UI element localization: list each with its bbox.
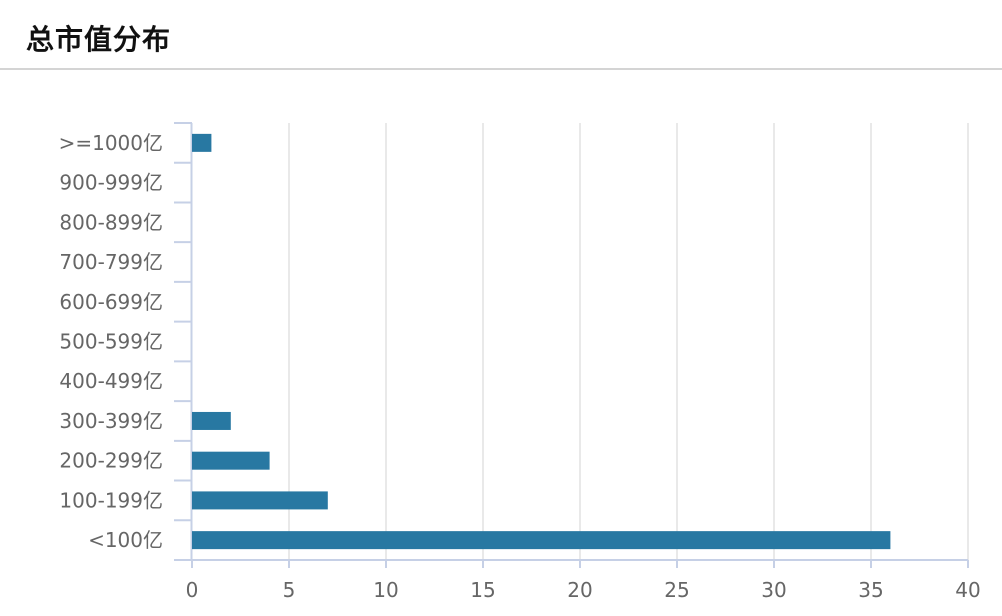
market-cap-bar-chart: 0 5 10 15 20 25 30 35 40 >=1000亿 900-999亿 800-899亿 7… [59,122,981,602]
y-category-label: 100-199亿 [59,488,163,512]
x-tick-label-40: 40 [955,578,980,602]
x-tick-label-30: 30 [761,578,786,602]
bar-9 [192,491,328,510]
bar-8 [192,451,270,470]
x-tick-label-5: 5 [283,578,296,602]
y-category-label: 300-399亿 [59,409,163,433]
bar-7 [192,411,231,430]
y-category-label: <100亿 [88,528,163,552]
y-category-label: 400-499亿 [59,369,163,393]
x-tick-label-15: 15 [470,578,495,602]
y-category-label: 600-699亿 [59,290,163,314]
page-title: 总市值分布 [26,23,172,56]
bar-0 [192,133,212,152]
x-tick-label-25: 25 [664,578,689,602]
y-category-label: 500-599亿 [59,330,163,354]
bar-10 [192,531,891,550]
x-tick-label-0: 0 [186,578,199,602]
y-category-label: 200-299亿 [59,449,163,473]
x-tick-label-10: 10 [373,578,398,602]
y-category-label: 800-899亿 [59,210,163,234]
y-category-label: 700-799亿 [59,250,163,274]
y-category-label: 900-999亿 [59,171,163,195]
x-tick-label-20: 20 [567,578,592,602]
header: 总市值分布 [0,0,1002,70]
y-category-label: >=1000亿 [59,131,163,155]
x-tick-label-35: 35 [858,578,883,602]
